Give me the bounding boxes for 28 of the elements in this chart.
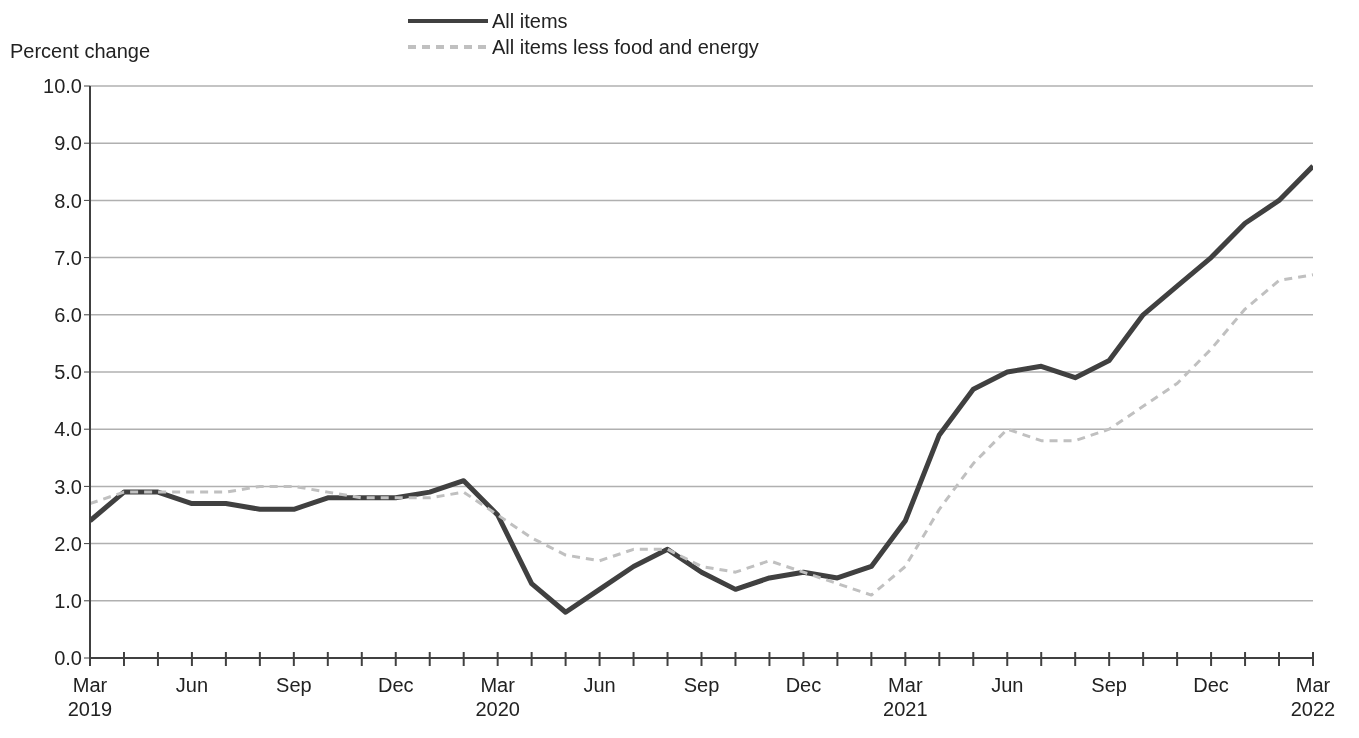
x-tick-label: Mar 2022 [1290, 674, 1336, 720]
y-tick-label: 1.0 [54, 589, 82, 612]
y-tick-label: 7.0 [54, 246, 82, 269]
x-tick-label: Mar 2020 [475, 674, 520, 720]
x-tick-label: Mar 2019 [67, 674, 113, 720]
legend-label: All items [492, 9, 568, 33]
y-tick-label: 4.0 [54, 418, 82, 441]
x-tick-label: Dec [377, 674, 414, 696]
x-tick-label: Dec [785, 674, 822, 696]
x-tick-label: Jun [583, 674, 616, 696]
x-tick-label: Sep [1091, 674, 1127, 696]
legend-label: All items less food and energy [492, 35, 759, 59]
y-tick-label: 2.0 [54, 532, 82, 555]
x-tick-label: Jun [991, 674, 1024, 696]
line-series [90, 273, 1313, 597]
y-tick-label: 0.0 [54, 647, 82, 670]
x-tick-label: Sep [276, 674, 312, 696]
x-tick-label: Jun [175, 674, 209, 696]
y-tick-label: 5.0 [54, 361, 82, 384]
y-axis-title: Percent change [10, 40, 151, 63]
y-tick-label: 9.0 [54, 132, 82, 155]
x-tick-label: Sep [683, 674, 720, 696]
x-tick-label: Mar 2021 [883, 674, 928, 720]
x-tick-label: Dec [1193, 674, 1229, 696]
y-tick-label: 3.0 [54, 475, 82, 498]
y-tick-label: 6.0 [54, 303, 82, 326]
y-tick-label: 8.0 [54, 189, 82, 212]
y-tick-label: 10.0 [43, 75, 82, 98]
